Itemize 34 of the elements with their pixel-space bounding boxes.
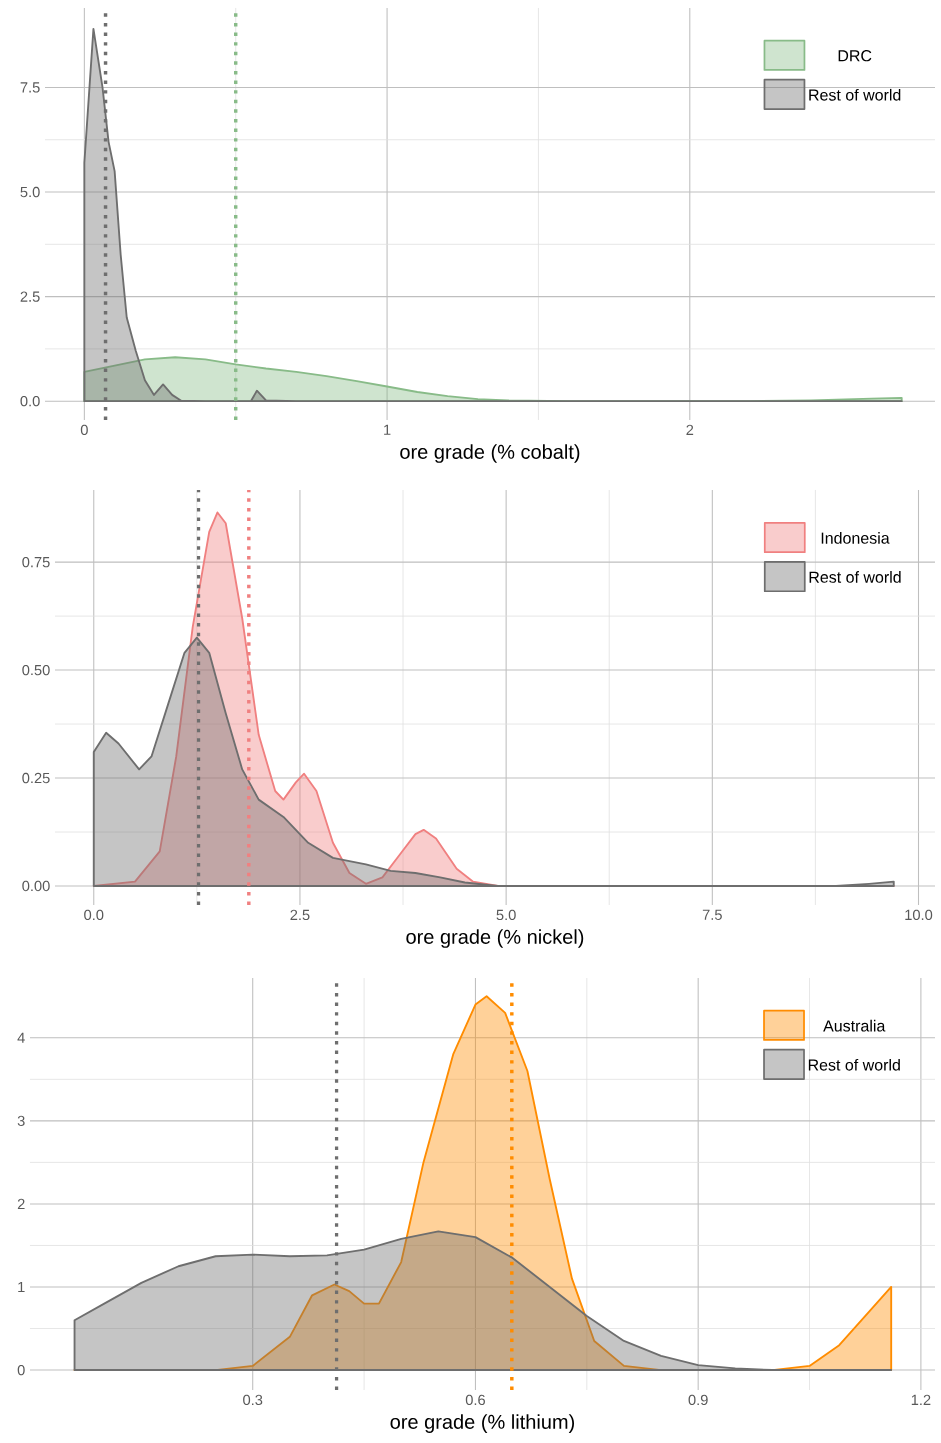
y-tick-label: 0.0 [20, 395, 40, 407]
x-tick-label: 0.0 [84, 909, 104, 921]
x-tick-label: 0 [80, 424, 88, 436]
x-axis-title: ore grade (% nickel) [406, 929, 584, 948]
y-tick-label: 5.0 [20, 186, 40, 198]
legend-label: Rest of world [808, 1058, 900, 1071]
y-tick-label: 0 [17, 1364, 25, 1376]
y-tick-label: 3 [17, 1115, 25, 1127]
x-axis-title: ore grade (% lithium) [390, 1414, 575, 1433]
x-tick-label: 2.5 [290, 909, 310, 921]
legend-label: Rest of world [809, 88, 901, 101]
x-tick-label: 2 [686, 424, 694, 435]
y-tick-label: 7.5 [20, 82, 40, 93]
y-tick-label: 0.00 [22, 880, 50, 892]
x-axis-title: ore grade (% cobalt) [400, 444, 580, 463]
y-tick-label: 4 [17, 1032, 25, 1043]
y-tick-label: 0.75 [22, 556, 50, 568]
y-tick-label: 2.5 [20, 291, 40, 302]
x-tick-label: 5.0 [496, 909, 516, 921]
x-tick-label: 0.9 [688, 1394, 708, 1406]
y-tick-label: 1 [18, 1281, 25, 1293]
y-tick-label: 2 [17, 1198, 25, 1210]
legend-label: Australia [823, 1019, 886, 1032]
x-tick-label: 0.3 [243, 1394, 263, 1406]
x-tick-label: 1.2 [911, 1394, 931, 1405]
y-tick-label: 0.50 [22, 664, 50, 676]
x-tick-label: 0.6 [465, 1394, 485, 1406]
x-tick-label: 7.5 [702, 909, 722, 920]
legend-label: DRC [838, 50, 872, 62]
legend-label: Rest of world [809, 571, 901, 583]
x-tick-label: 1 [384, 424, 391, 435]
x-tick-label: 10.0 [905, 909, 933, 921]
legend-label: Indonesia [821, 532, 890, 544]
y-tick-label: 0.25 [22, 772, 50, 784]
